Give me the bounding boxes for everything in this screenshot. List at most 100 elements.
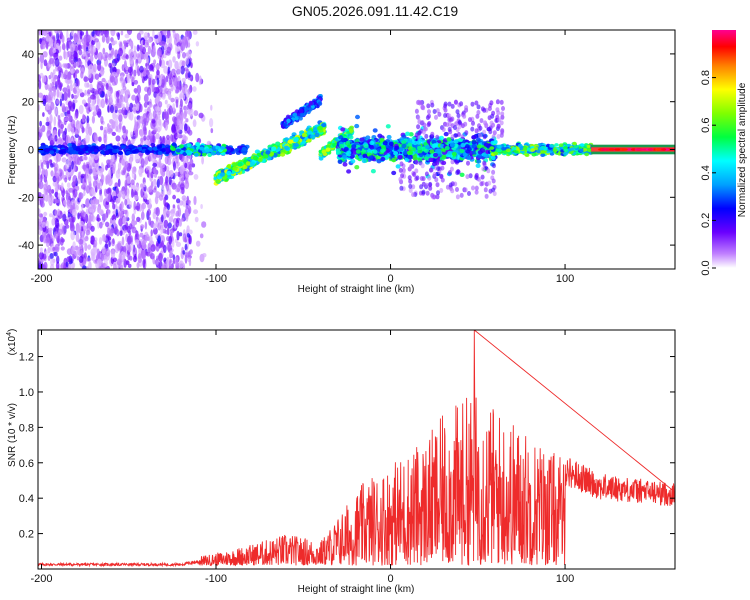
spectrogram-cell (249, 161, 256, 166)
spectrogram-cell (125, 150, 131, 155)
spectrogram-cell (76, 61, 80, 68)
spectrogram-cell (153, 59, 157, 65)
spectrogram-cell (321, 149, 327, 154)
spectrogram-cell (184, 252, 189, 257)
spectrogram-cell (153, 34, 159, 39)
spectrogram-cell (171, 142, 177, 147)
spectrogram-cell (152, 178, 157, 187)
spectrogram-cell (78, 238, 84, 245)
spectrogram-cell (54, 181, 59, 192)
spectrogram-cell (43, 183, 47, 191)
spectrogram-cell (172, 103, 176, 111)
spectrogram-cell (101, 35, 106, 43)
spectrogram-cell (78, 104, 84, 115)
spectrogram-cell (210, 151, 216, 156)
spectrogram-cell (121, 208, 125, 214)
spectrogram-cell (154, 87, 159, 92)
spectrogram-cell (107, 105, 110, 113)
spectrogram-cell (151, 78, 156, 85)
spectrogram-cell (286, 118, 291, 124)
spectrogram-cell (176, 198, 181, 204)
spectrogram-cell (42, 51, 48, 58)
spectrogram-cell (54, 199, 60, 204)
spectrogram-cell (301, 132, 307, 138)
spectrogram-cell (84, 82, 89, 88)
spectrogram-cell (118, 47, 123, 57)
spectrogram-cell (168, 78, 173, 86)
spectrogram-cell (84, 89, 87, 96)
spectrogram-cell (99, 194, 103, 203)
spectrogram-cell (170, 97, 175, 103)
spectrogram-cell (113, 76, 118, 86)
spectrogram-cell (176, 183, 181, 193)
spectrogram-cell (155, 190, 159, 199)
spectrogram-cell (75, 108, 79, 119)
spectrogram-cell (73, 34, 79, 43)
spectrogram-cell (164, 99, 168, 105)
spectrogram-cell (102, 47, 106, 55)
spectrogram-cell (88, 126, 93, 136)
spectrogram-cell (86, 34, 91, 43)
spectrogram-cell (120, 201, 124, 210)
spectrogram-cell (146, 87, 152, 96)
spectrogram-cell (135, 184, 140, 192)
spectrogram-cell (129, 102, 134, 113)
spectrogram-cell (92, 171, 98, 177)
spectrogram-cell (82, 162, 86, 172)
spectrogram-cell (157, 34, 163, 43)
spectrogram-cell (119, 75, 125, 84)
spectrogram-cell (185, 92, 190, 98)
spectrogram-cell (100, 98, 106, 109)
spectrogram-cell (54, 209, 58, 217)
spectrogram-cell (164, 229, 170, 235)
spectrogram-cell (94, 73, 100, 80)
spectrogram-cell (190, 62, 193, 69)
spectrogram-cell (193, 110, 199, 117)
spectrogram-cell (181, 195, 187, 201)
spectrogram-cell (153, 47, 156, 53)
spectrogram-cell (75, 204, 79, 211)
spectrogram-cell (158, 252, 163, 262)
spectrogram-cell (58, 150, 64, 155)
spectrogram-cell (71, 209, 77, 218)
spectrogram-cell (149, 98, 152, 108)
spectrogram-cell (100, 125, 104, 131)
spectrogram-cell (108, 42, 113, 51)
spectrogram-cell (148, 112, 153, 121)
spectrogram-cell (116, 94, 120, 104)
spectrogram-cell (60, 124, 64, 129)
spectrogram-cell (106, 180, 109, 185)
spectrogram-cell (81, 230, 85, 240)
spectrogram-cell (113, 195, 117, 201)
spectrogram-cell (237, 162, 243, 167)
spectrogram-cell (56, 255, 60, 264)
spectrogram-cell (194, 216, 199, 223)
spectrogram-cell (61, 34, 65, 44)
spectrogram-cell (168, 235, 172, 245)
spectrogram-cell (146, 169, 150, 178)
spectrogram-cell (45, 148, 51, 153)
spectrogram-cell (80, 71, 84, 79)
spectrogram-cell (111, 47, 115, 56)
spectrogram-cell (81, 99, 87, 105)
spectrogram-cell (189, 110, 193, 117)
spectrogram-cell (475, 163, 481, 168)
spectrogram-cell (122, 125, 126, 134)
spectrogram-cell (139, 45, 143, 52)
spectrogram-cell (350, 159, 356, 164)
spectrogram-cell (184, 106, 188, 117)
spectrogram-cell (131, 220, 137, 226)
spectrogram-cell (53, 251, 58, 257)
spectrogram-cell (97, 182, 101, 190)
spectrogram-cell (151, 158, 156, 163)
spectrogram-cell (90, 225, 95, 232)
spectrogram-cell (136, 53, 141, 59)
spectrogram-cell (122, 40, 127, 45)
spectrogram-cell (142, 39, 146, 46)
spectrogram-cell (46, 102, 51, 111)
spectrogram-cell (131, 82, 135, 87)
spectrogram-cell (65, 222, 69, 228)
spectrogram-cell (64, 51, 69, 60)
spectrogram-cell (148, 216, 152, 226)
spectrogram-cell (89, 147, 95, 152)
